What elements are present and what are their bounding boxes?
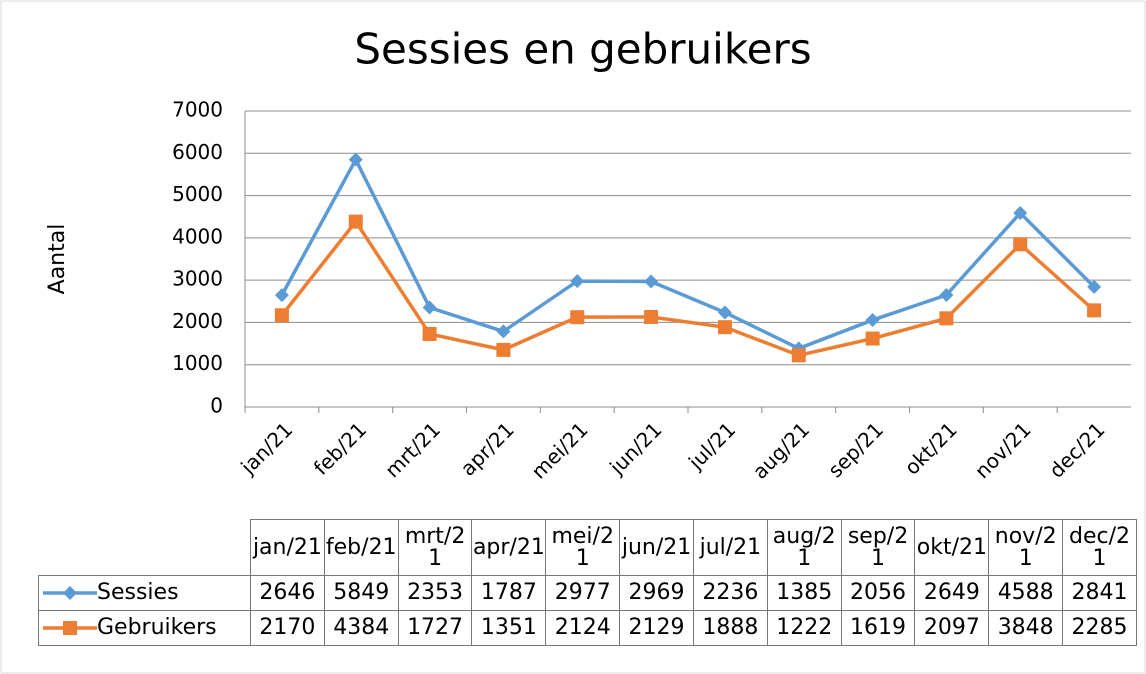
chart-title: Sessies en gebruikers bbox=[354, 25, 811, 74]
value-cell: 1888 bbox=[692, 610, 768, 646]
marker bbox=[939, 311, 954, 326]
value-cell: 5849 bbox=[323, 575, 399, 611]
value-cell: 4384 bbox=[323, 610, 399, 646]
row: Sessies 2646 5849 2353 1787 2977 2969 2236 1385 2… bbox=[38, 575, 1137, 611]
header-cell: feb/21 bbox=[323, 519, 399, 576]
value-cell: 1222 bbox=[766, 610, 842, 646]
legend-label: Sessies bbox=[97, 580, 179, 605]
header-cell: sep/21 bbox=[840, 519, 916, 576]
legend-label: Gebruikers bbox=[97, 615, 217, 640]
y-tick-label: 5000 bbox=[172, 182, 223, 206]
header-cell: jun/21 bbox=[619, 519, 694, 576]
marker bbox=[1013, 205, 1028, 220]
y-axis-label: Aantal bbox=[45, 224, 70, 295]
value-cell: 2841 bbox=[1062, 575, 1137, 611]
header-cell: nov/21 bbox=[988, 519, 1064, 576]
marker bbox=[422, 300, 437, 315]
value-cell: 2170 bbox=[250, 610, 325, 646]
marker bbox=[274, 308, 289, 323]
series-line bbox=[280, 218, 1096, 358]
value-cell: 3848 bbox=[988, 610, 1064, 646]
value-cell: 1619 bbox=[840, 610, 916, 646]
value-cell: 2646 bbox=[250, 575, 325, 611]
marker bbox=[939, 287, 954, 302]
header-row: jan/21 feb/21 mrt/21 apr/21 mei/21 jun/21 jul/… bbox=[39, 519, 1137, 576]
marker bbox=[348, 214, 363, 229]
legend-marker bbox=[63, 621, 77, 635]
y-tick-label: 7000 bbox=[172, 98, 223, 122]
marker bbox=[274, 288, 289, 303]
marker bbox=[717, 320, 732, 335]
y-tick-label: 4000 bbox=[172, 224, 223, 248]
y-tick-label: 1000 bbox=[172, 351, 223, 375]
series-line bbox=[280, 155, 1096, 351]
corner bbox=[39, 520, 251, 576]
value-cell: 2285 bbox=[1062, 610, 1137, 646]
y-tick-label: 3000 bbox=[172, 267, 223, 291]
value-cell: 2236 bbox=[692, 575, 768, 611]
legend-marker bbox=[63, 586, 77, 600]
row-label: Sessies bbox=[38, 575, 251, 611]
value-cell: 1351 bbox=[471, 610, 547, 646]
header-cell: mei/21 bbox=[545, 519, 621, 576]
header-cell: aug/21 bbox=[766, 519, 842, 576]
marker bbox=[717, 305, 732, 320]
value-cell: 2056 bbox=[840, 575, 916, 611]
value-cell: 2124 bbox=[545, 610, 621, 646]
marker bbox=[1087, 303, 1102, 318]
marker bbox=[496, 324, 511, 339]
legend-key bbox=[43, 621, 97, 635]
data-table: jan/21 feb/21 mrt/21 apr/21 mei/21 jun/21 jul/… bbox=[38, 519, 1137, 646]
marker bbox=[1087, 279, 1102, 294]
value-cell: 2353 bbox=[397, 575, 473, 611]
row-label: Gebruikers bbox=[38, 610, 251, 646]
y-tick-label: 0 bbox=[210, 394, 223, 418]
legend-key bbox=[43, 586, 97, 600]
marker bbox=[1013, 237, 1028, 252]
value-cell: 1385 bbox=[766, 575, 842, 611]
marker bbox=[496, 342, 511, 357]
marker bbox=[865, 331, 880, 346]
marker bbox=[422, 326, 437, 341]
header-cell: apr/21 bbox=[471, 519, 547, 576]
marker bbox=[791, 348, 806, 363]
marker bbox=[644, 309, 659, 324]
value-cell: 2129 bbox=[619, 610, 694, 646]
value-cell: 1727 bbox=[397, 610, 473, 646]
y-tick-label: 2000 bbox=[172, 309, 223, 333]
header-cell: dec/21 bbox=[1062, 519, 1137, 576]
header-cell: mrt/21 bbox=[397, 519, 473, 576]
header-cell: okt/21 bbox=[914, 519, 990, 576]
header-cell: jan/21 bbox=[250, 519, 325, 576]
y-tick-label: 6000 bbox=[172, 140, 223, 164]
marker bbox=[865, 313, 880, 328]
marker bbox=[644, 274, 659, 289]
value-cell: 1787 bbox=[471, 575, 547, 611]
marker bbox=[348, 152, 363, 167]
marker bbox=[570, 274, 585, 289]
marker bbox=[570, 310, 585, 325]
row: Gebruikers 2170 4384 1727 1351 2124 2129 1888 12… bbox=[38, 610, 1137, 646]
value-cell: 2969 bbox=[619, 575, 694, 611]
header-cell: jul/21 bbox=[692, 519, 768, 576]
value-cell: 2649 bbox=[914, 575, 990, 611]
value-cell: 2097 bbox=[914, 610, 990, 646]
value-cell: 2977 bbox=[545, 575, 621, 611]
value-cell: 4588 bbox=[988, 575, 1064, 611]
